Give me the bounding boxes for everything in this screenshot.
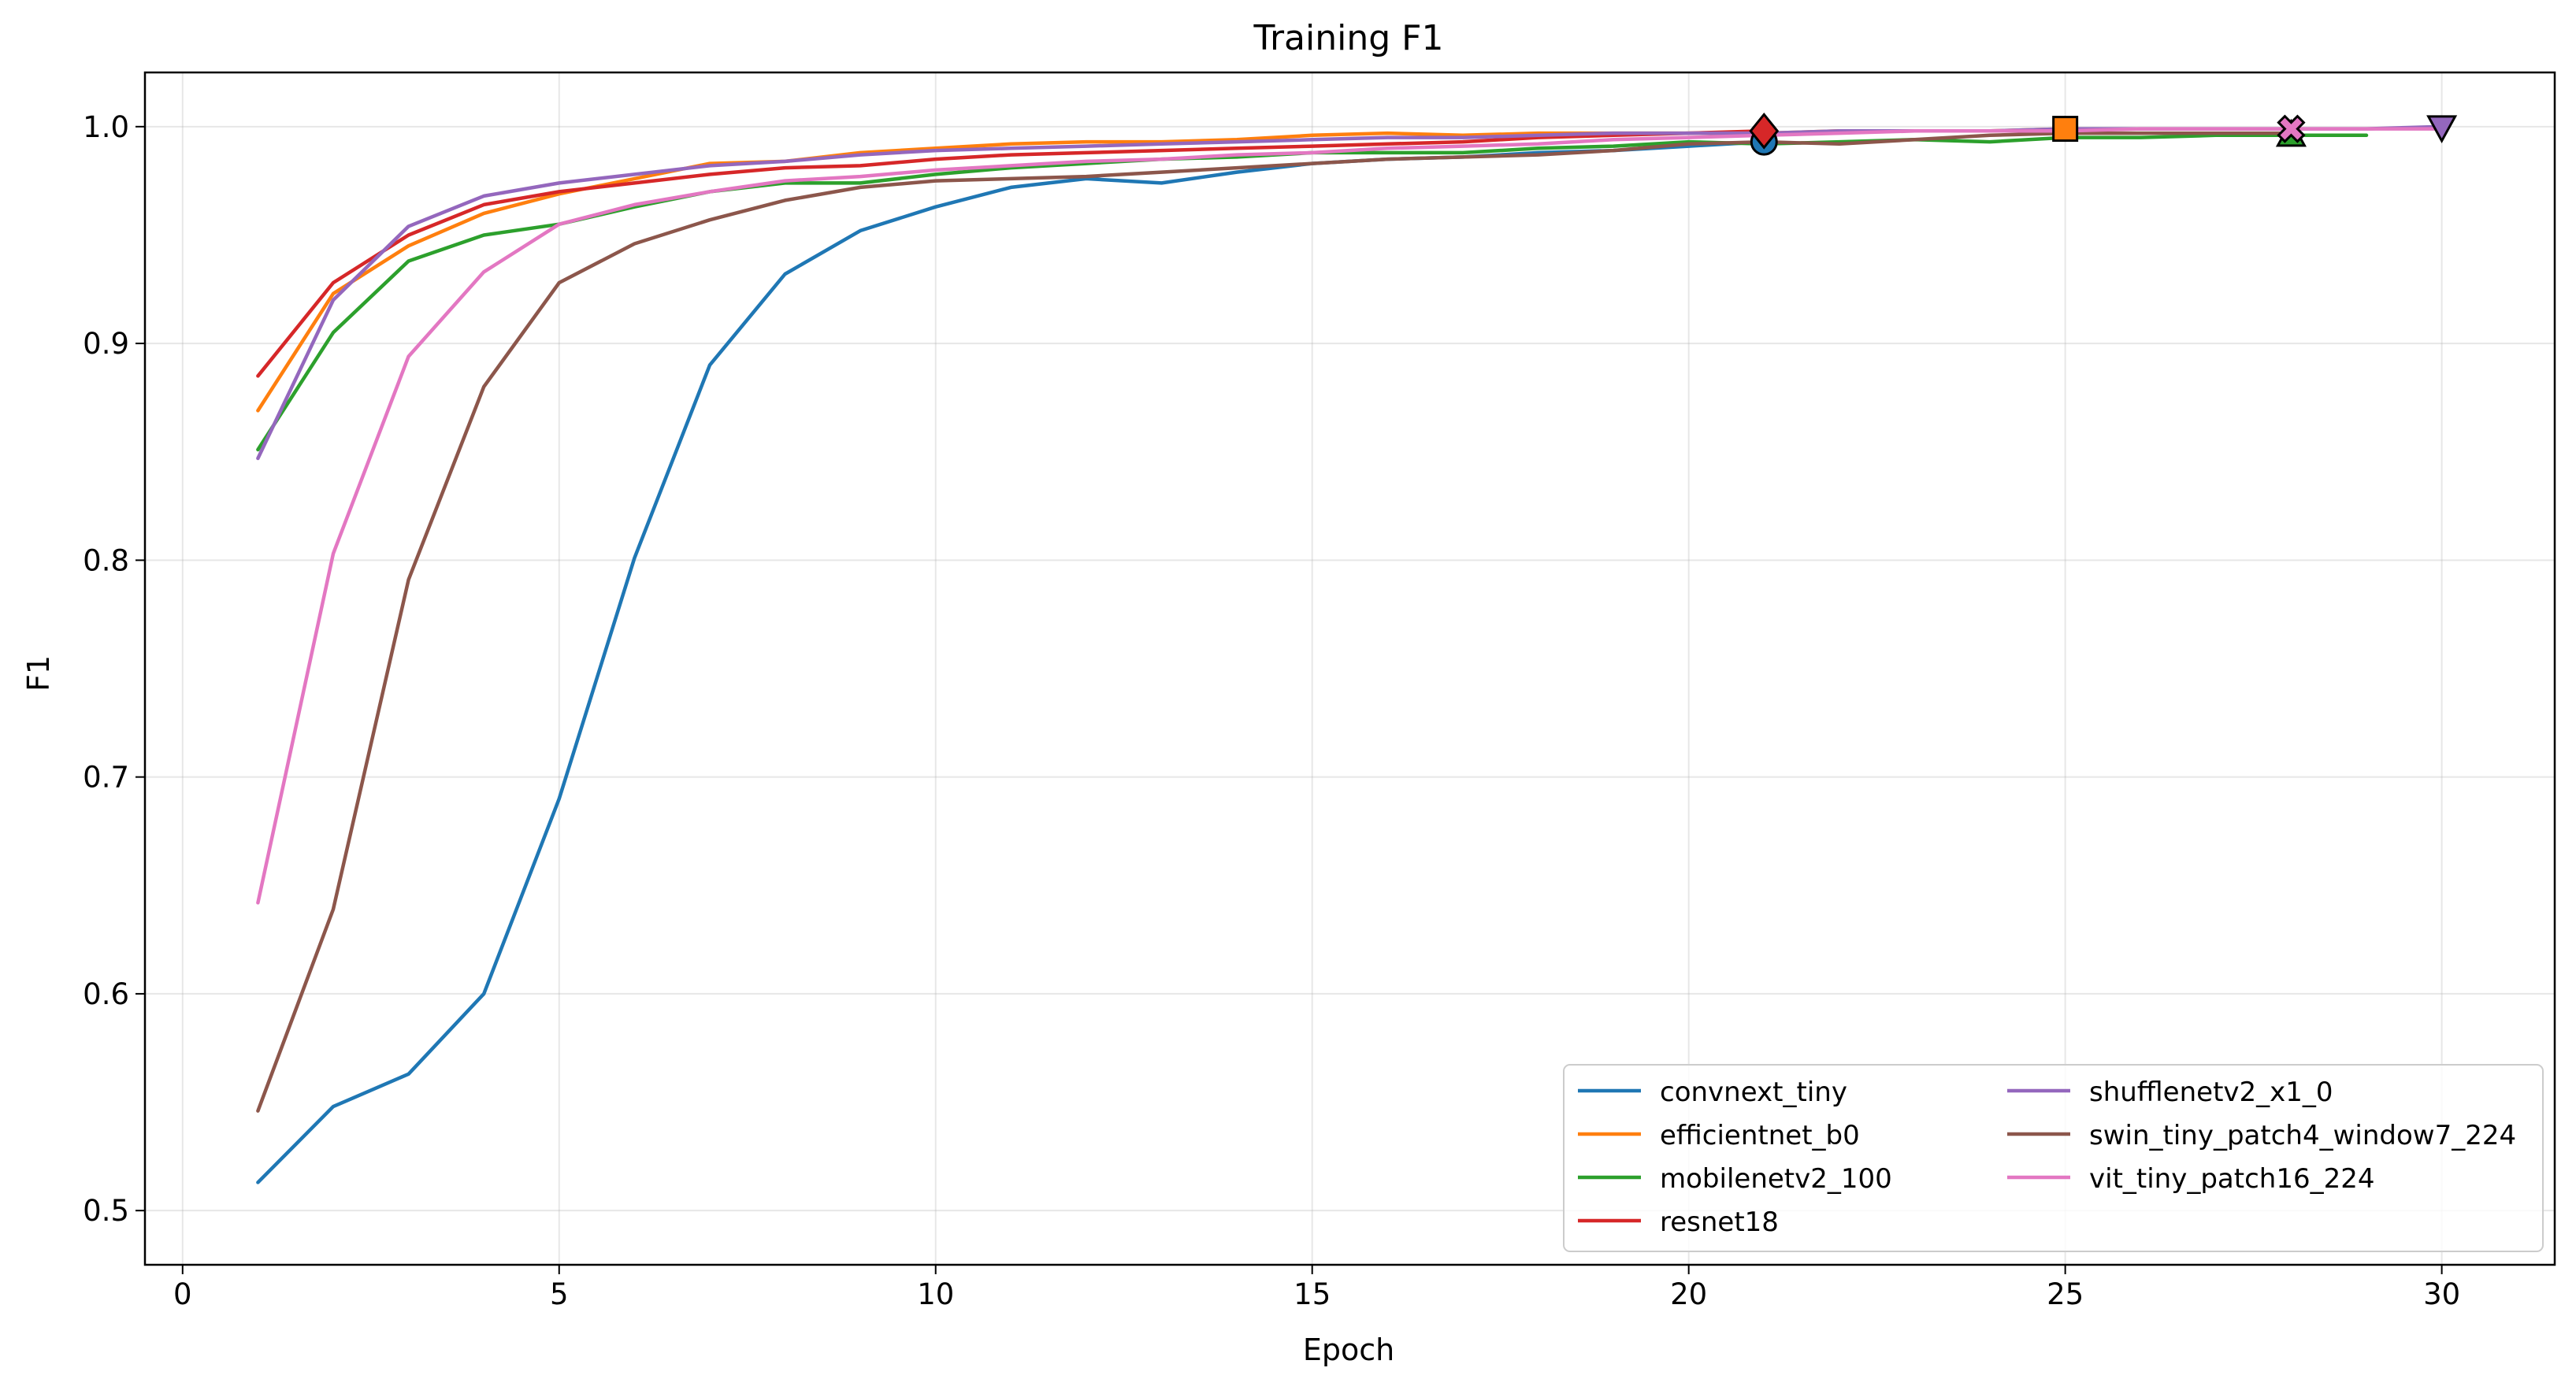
best-marker-shufflenetv2_x1_0	[2426, 115, 2458, 143]
series-line-resnet18	[256, 129, 1766, 378]
y-tick-label: 0.5	[83, 1194, 129, 1228]
best-marker-resnet18	[1749, 112, 1780, 150]
legend-label: convnext_tiny	[1660, 1077, 1847, 1108]
legend-label: vit_tiny_patch16_224	[2089, 1163, 2375, 1195]
x-tick-label: 0	[173, 1277, 192, 1311]
plot-frame	[143, 71, 2556, 1266]
x-tick-label: 5	[550, 1277, 569, 1311]
y-tick-label: 0.7	[83, 761, 129, 795]
best-marker-efficientnet_b0	[2052, 116, 2079, 143]
x-tick-label: 10	[917, 1277, 954, 1311]
legend-label: efficientnet_b0	[1660, 1120, 1860, 1151]
x-tick-label: 15	[1294, 1277, 1331, 1311]
y-axis-label: F1	[21, 655, 56, 691]
x-axis: 0 5 10 15 20 25 30	[173, 1265, 2460, 1311]
grid	[145, 72, 2555, 1265]
legend-box	[1563, 1064, 2544, 1252]
y-tick-label: 0.8	[83, 543, 129, 577]
legend-label: swin_tiny_patch4_window7_224	[2089, 1120, 2516, 1151]
y-tick-label: 1.0	[83, 110, 129, 144]
x-axis-label: Epoch	[1303, 1333, 1394, 1367]
best-markers	[1749, 112, 2458, 156]
chart-title: Training F1	[1253, 18, 1444, 58]
x-tick-label: 30	[2423, 1277, 2460, 1311]
x-tick-label: 20	[1670, 1277, 1707, 1311]
x-tick-label: 25	[2047, 1277, 2084, 1311]
best-marker-vit_tiny_patch16_224	[2277, 114, 2306, 143]
y-tick-label: 0.9	[83, 327, 129, 361]
y-tick-label: 0.6	[83, 977, 129, 1011]
legend-label: mobilenetv2_100	[1660, 1163, 1892, 1195]
series-line-swin_tiny_patch4_window7_224	[256, 131, 2293, 1113]
legend: convnext_tiny efficientnet_b0 mobilenetv2_…	[1563, 1064, 2544, 1252]
legend-label: shufflenetv2_x1_0	[2089, 1077, 2333, 1108]
y-axis: 0.5 0.6 0.7 0.8 0.9 1.0	[83, 110, 145, 1228]
legend-label: resnet18	[1660, 1207, 1779, 1238]
